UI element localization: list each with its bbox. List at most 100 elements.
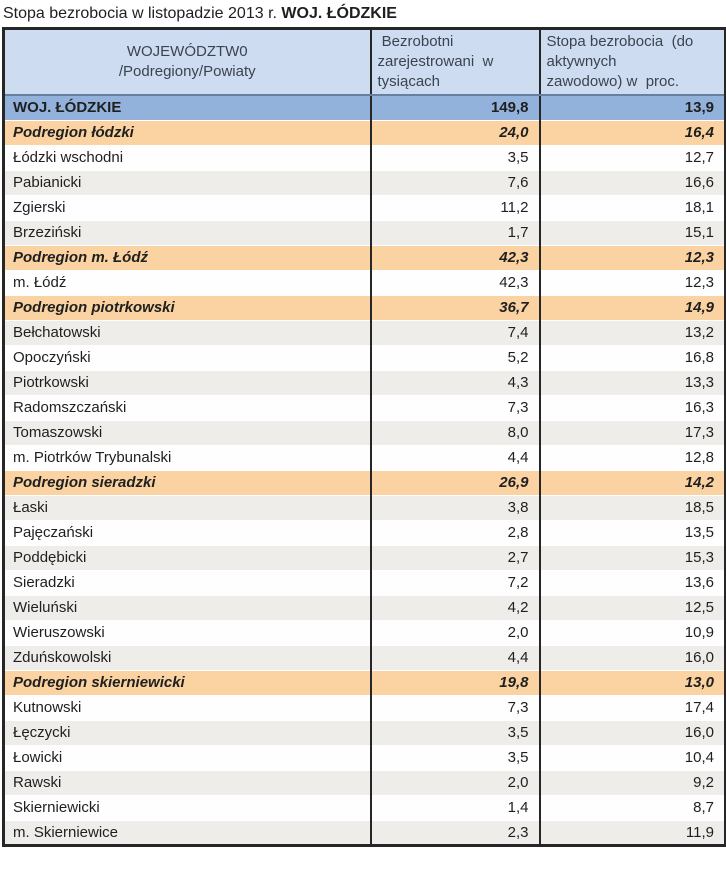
table-row: Wieruszowski 2,0 10,9 — [3, 619, 726, 645]
table-row: Łaski 3,8 18,5 — [3, 494, 726, 520]
unemployed-value-cell: 2,7 — [369, 544, 540, 570]
title-text: Stopa bezrobocia w listopadzie 2013 r. — [3, 5, 282, 22]
table-row: Pabianicki 7,6 16,6 — [3, 169, 726, 195]
territory-name-cell: Łęczycki — [3, 719, 371, 745]
rate-value-cell: 17,4 — [538, 694, 726, 720]
unemployment-table: WOJEWÓDZTW0 /Podregiony/Powiaty Bezrobot… — [2, 27, 726, 847]
territory-name-cell: Pajęczański — [3, 519, 371, 545]
territory-name-cell: Podregion łódzki — [3, 119, 371, 145]
table-row: Pajęczański 2,8 13,5 — [3, 519, 726, 545]
unemployed-value-cell: 36,7 — [369, 294, 540, 320]
rate-value-cell: 13,5 — [538, 519, 726, 545]
territory-name-cell: WOJ. ŁÓDZKIE — [3, 94, 371, 120]
rate-value-cell: 10,4 — [538, 744, 726, 770]
rate-value-cell: 17,3 — [538, 419, 726, 445]
territory-name-cell: Podregion skierniewicki — [3, 669, 371, 695]
unemployed-value-cell: 3,5 — [369, 719, 540, 745]
territory-name-cell: Zduńskowolski — [3, 644, 371, 670]
unemployed-value-cell: 24,0 — [369, 119, 540, 145]
territory-name-cell: Łowicki — [3, 744, 371, 770]
rate-value-cell: 16,0 — [538, 644, 726, 670]
rate-value-cell: 16,4 — [538, 119, 726, 145]
unemployed-value-cell: 4,3 — [369, 369, 540, 395]
table-row: Skierniewicki 1,4 8,7 — [3, 794, 726, 820]
rate-value-cell: 13,9 — [538, 94, 726, 120]
column-header-unemployed: Bezrobotni zarejestrowani w tysiącach — [369, 28, 540, 96]
table-row: Łódzki wschodni 3,5 12,7 — [3, 144, 726, 170]
territory-name-cell: Rawski — [3, 769, 371, 795]
territory-name-cell: Pabianicki — [3, 169, 371, 195]
rate-value-cell: 13,2 — [538, 319, 726, 345]
unemployed-value-cell: 26,9 — [369, 469, 540, 495]
territory-name-cell: Podregion m. Łódź — [3, 244, 371, 270]
unemployed-value-cell: 42,3 — [369, 269, 540, 295]
table-row: Podregion m. Łódź 42,3 12,3 — [3, 244, 726, 270]
table-row: Tomaszowski 8,0 17,3 — [3, 419, 726, 445]
table-row: Wieluński 4,2 12,5 — [3, 594, 726, 620]
territory-name-cell: Poddębicki — [3, 544, 371, 570]
territory-name-cell: Podregion sieradzki — [3, 469, 371, 495]
unemployed-value-cell: 5,2 — [369, 344, 540, 370]
territory-name-cell: Wieluński — [3, 594, 371, 620]
rate-value-cell: 15,3 — [538, 544, 726, 570]
rate-value-cell: 12,3 — [538, 244, 726, 270]
column-header-rate: Stopa bezrobocia (do aktywnych zawodowo)… — [538, 28, 726, 96]
territory-name-cell: Sieradzki — [3, 569, 371, 595]
territory-name-cell: Skierniewicki — [3, 794, 371, 820]
rate-value-cell: 12,7 — [538, 144, 726, 170]
unemployed-value-cell: 2,0 — [369, 619, 540, 645]
unemployed-value-cell: 7,3 — [369, 394, 540, 420]
table-row: Podregion piotrkowski 36,7 14,9 — [3, 294, 726, 320]
unemployed-value-cell: 4,4 — [369, 644, 540, 670]
territory-name-cell: Tomaszowski — [3, 419, 371, 445]
territory-name-cell: Bełchatowski — [3, 319, 371, 345]
table-row: Sieradzki 7,2 13,6 — [3, 569, 726, 595]
table-row: Podregion łódzki 24,0 16,4 — [3, 119, 726, 145]
rate-value-cell: 13,6 — [538, 569, 726, 595]
rate-value-cell: 13,0 — [538, 669, 726, 695]
rate-value-cell: 10,9 — [538, 619, 726, 645]
table-row: Łowicki 3,5 10,4 — [3, 744, 726, 770]
rate-value-cell: 16,8 — [538, 344, 726, 370]
table-row: Bełchatowski 7,4 13,2 — [3, 319, 726, 345]
table-row: Poddębicki 2,7 15,3 — [3, 544, 726, 570]
page-title: Stopa bezrobocia w listopadzie 2013 r. W… — [0, 0, 726, 27]
territory-name-cell: m. Łódź — [3, 269, 371, 295]
unemployed-value-cell: 2,8 — [369, 519, 540, 545]
title-region-name: WOJ. ŁÓDZKIE — [281, 5, 397, 22]
unemployed-value-cell: 11,2 — [369, 194, 540, 220]
rate-value-cell: 8,7 — [538, 794, 726, 820]
unemployed-value-cell: 2,0 — [369, 769, 540, 795]
rate-value-cell: 12,5 — [538, 594, 726, 620]
table-row: WOJ. ŁÓDZKIE 149,8 13,9 — [3, 94, 726, 120]
unemployed-value-cell: 4,2 — [369, 594, 540, 620]
table-row: Podregion skierniewicki 19,8 13,0 — [3, 669, 726, 695]
rate-value-cell: 9,2 — [538, 769, 726, 795]
territory-name-cell: Wieruszowski — [3, 619, 371, 645]
territory-name-cell: Radomszczański — [3, 394, 371, 420]
rate-value-cell: 16,6 — [538, 169, 726, 195]
unemployed-value-cell: 4,4 — [369, 444, 540, 470]
unemployed-value-cell: 1,7 — [369, 219, 540, 245]
unemployed-value-cell: 7,2 — [369, 569, 540, 595]
territory-name-cell: Łaski — [3, 494, 371, 520]
rate-value-cell: 13,3 — [538, 369, 726, 395]
table-row: m. Piotrków Trybunalski 4,4 12,8 — [3, 444, 726, 470]
rate-value-cell: 11,9 — [538, 819, 726, 845]
table-row: m. Skierniewice 2,3 11,9 — [3, 819, 726, 845]
table-row: Kutnowski 7,3 17,4 — [3, 694, 726, 720]
territory-name-cell: Podregion piotrkowski — [3, 294, 371, 320]
territory-name-cell: m. Skierniewice — [3, 819, 371, 845]
rate-value-cell: 16,0 — [538, 719, 726, 745]
table-row: m. Łódź 42,3 12,3 — [3, 269, 726, 295]
rate-value-cell: 18,5 — [538, 494, 726, 520]
rate-value-cell: 18,1 — [538, 194, 726, 220]
unemployed-value-cell: 42,3 — [369, 244, 540, 270]
rate-value-cell: 14,9 — [538, 294, 726, 320]
rate-value-cell: 12,3 — [538, 269, 726, 295]
territory-name-cell: Łódzki wschodni — [3, 144, 371, 170]
table-row: Opoczyński 5,2 16,8 — [3, 344, 726, 370]
territory-name-cell: Kutnowski — [3, 694, 371, 720]
unemployed-value-cell: 8,0 — [369, 419, 540, 445]
unemployed-value-cell: 149,8 — [369, 94, 540, 120]
